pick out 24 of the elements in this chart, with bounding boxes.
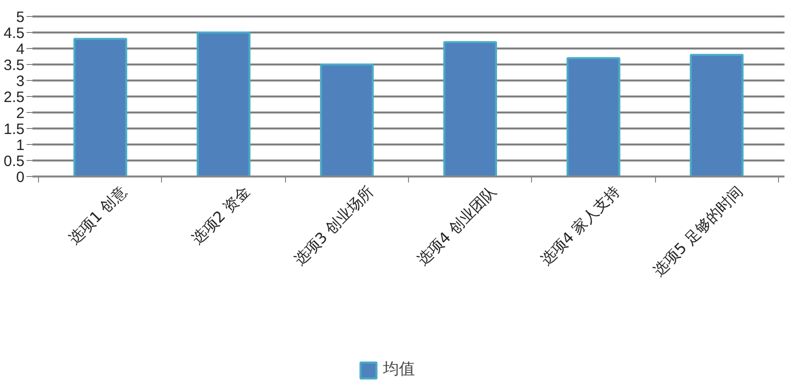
x-tick-label: 选项4 创业团队 <box>414 182 500 269</box>
x-tick-label: 选项3 创业场所 <box>290 182 377 269</box>
bar <box>196 32 250 178</box>
bar <box>320 64 374 178</box>
y-tick-label: 0.5 <box>4 153 25 170</box>
bar <box>566 57 620 178</box>
y-tick-label: 4 <box>16 41 24 58</box>
y-tick-label: 1 <box>16 137 24 154</box>
y-tick-label: 3.5 <box>4 57 25 74</box>
y-tick-label: 3 <box>16 73 24 90</box>
x-tick-label: 选项2 资金 <box>188 182 254 248</box>
x-tick-label: 选项1 创意 <box>65 182 130 248</box>
legend-label: 均值 <box>383 360 415 380</box>
y-tick-label: 1.5 <box>4 121 25 138</box>
y-tick-label: 0 <box>16 169 24 186</box>
x-tick-label: 选项5 足够的时间 <box>650 182 747 280</box>
y-tick-label: 2.5 <box>4 89 25 106</box>
bar <box>73 38 128 178</box>
y-tick-label: 2 <box>16 105 24 122</box>
x-tick-label: 选项4 家人支持 <box>536 182 624 269</box>
y-tick-label: 4.5 <box>4 25 25 42</box>
bar <box>690 54 744 178</box>
bar <box>443 41 498 178</box>
y-tick-label: 5 <box>16 9 24 26</box>
